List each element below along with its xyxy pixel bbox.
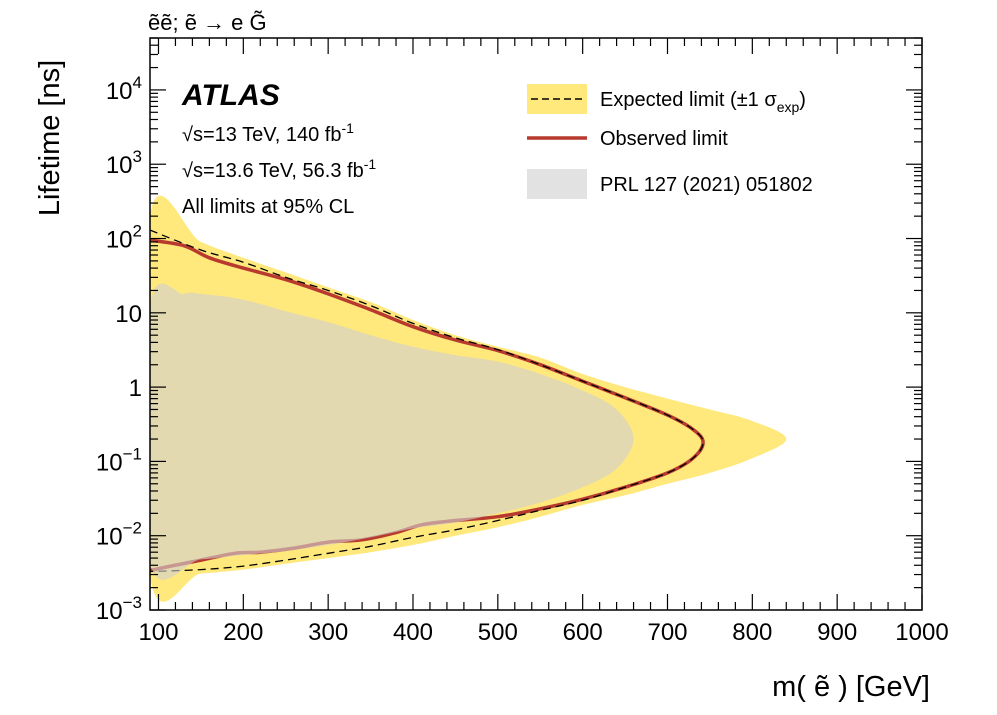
previous-result-area: [150, 283, 634, 580]
x-tick-label: 900: [817, 619, 857, 646]
x-tick-label: 300: [308, 619, 348, 646]
x-tick-label: 200: [223, 619, 263, 646]
legend-observed-label: Observed limit: [600, 128, 728, 150]
x-axis-label: m( ẽ ) [GeV]: [772, 671, 930, 703]
legend: Expected limit (±1 σexp) Observed limit …: [527, 84, 813, 199]
x-tick-label: 600: [563, 619, 603, 646]
lumi-line-2: √s=13.6 TeV, 56.3 fb-1: [182, 156, 376, 182]
y-tick-label: 10−3: [96, 593, 142, 625]
x-tick-label: 800: [732, 619, 772, 646]
y-tick-label: 102: [106, 222, 142, 254]
x-tick-label: 100: [138, 619, 178, 646]
lumi-text-1: =13 TeV, 140 fb: [203, 124, 341, 146]
process-label: ẽẽ; ẽ → e G̃: [148, 10, 267, 35]
y-tick-label: 1: [129, 375, 142, 402]
legend-previous-label: PRL 127 (2021) 051802: [600, 174, 813, 196]
y-tick-label: 10−2: [96, 519, 142, 551]
legend-expected-sub: exp: [777, 99, 800, 115]
x-tick-label: 500: [478, 619, 518, 646]
expected-limit-line: [150, 229, 704, 573]
lumi-text-2: =13.6 TeV, 56.3 fb: [203, 160, 364, 182]
legend-expected-close: ): [799, 89, 806, 111]
y-tick-label: 104: [106, 73, 142, 105]
cl-note: All limits at 95% CL: [182, 196, 354, 218]
sqrt-s-2: √s: [182, 160, 203, 182]
lumi-line-1: √s=13 TeV, 140 fb-1: [182, 120, 354, 146]
x-tick-label: 1000: [895, 619, 948, 646]
legend-expected-main: Expected limit (±1 σ: [600, 89, 777, 111]
sqrt-s-1: √s: [182, 124, 203, 146]
x-tick-label: 700: [647, 619, 687, 646]
y-tick-label: 10: [115, 301, 142, 328]
lumi-sup-1: -1: [341, 120, 354, 136]
legend-previous-swatch: [527, 169, 587, 199]
legend-expected-label: Expected limit (±1 σexp): [600, 89, 806, 115]
y-axis-label: Lifetime [ns]: [34, 60, 66, 216]
lumi-sup-2: -1: [364, 156, 377, 172]
x-tick-label: 400: [393, 619, 433, 646]
y-tick-label: 103: [106, 147, 142, 179]
y-tick-label: 10−1: [96, 444, 142, 476]
atlas-label: ATLAS: [181, 79, 280, 112]
